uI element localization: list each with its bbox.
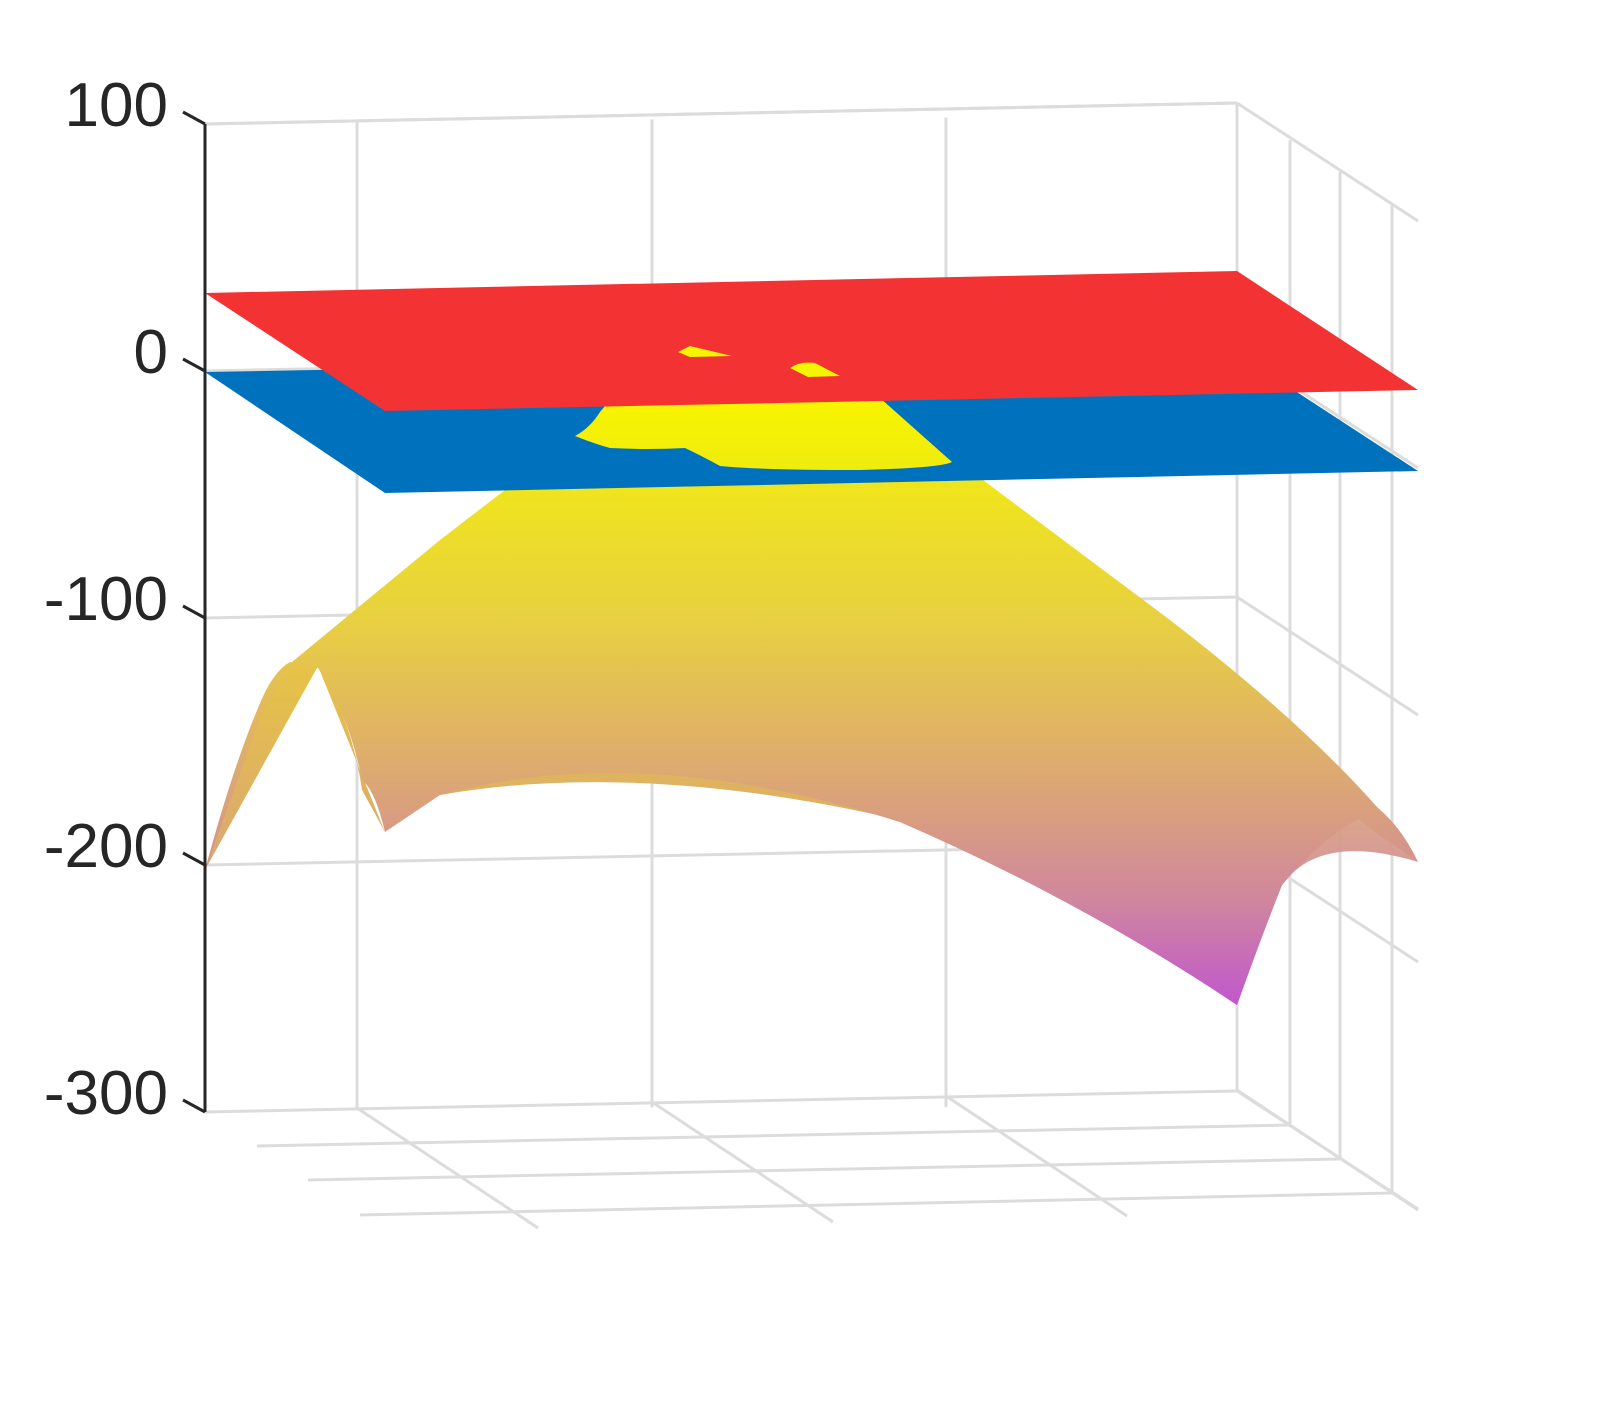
surface-front-fold (385, 573, 1418, 1005)
gridline-floor (307, 1157, 1341, 1182)
z-tick-label: 100 (65, 71, 168, 140)
surface-peak (575, 398, 952, 470)
z-tick-label: -200 (44, 812, 168, 881)
z-tick-label: 0 (134, 318, 168, 387)
gridline-z (204, 101, 1238, 126)
gridline-floor (256, 1123, 1291, 1148)
gridline-floor (359, 1191, 1393, 1217)
gridline-floor (1236, 1088, 1419, 1212)
z-axis: 100 0 -100 -200 -300 (44, 71, 207, 1128)
gridline-z (204, 1089, 1238, 1114)
gridline-floor (651, 1100, 834, 1224)
z-tick (182, 604, 206, 620)
z-tick-label: -100 (44, 565, 168, 634)
grid-lines (204, 101, 1419, 1230)
surface-layer (205, 271, 1418, 1005)
plane-hole (790, 362, 840, 377)
z-tick-label: -300 (44, 1059, 168, 1128)
z-tick (182, 1098, 206, 1114)
gridline-floor (945, 1094, 1128, 1218)
plane-hole (678, 346, 732, 357)
gridline-side (1236, 595, 1419, 717)
gridline-side (1236, 101, 1419, 223)
z-tick (182, 851, 206, 867)
gridline-floor (356, 1106, 539, 1230)
z-tick (182, 110, 206, 126)
plane-upper (205, 271, 1418, 411)
z-tick (182, 357, 206, 373)
